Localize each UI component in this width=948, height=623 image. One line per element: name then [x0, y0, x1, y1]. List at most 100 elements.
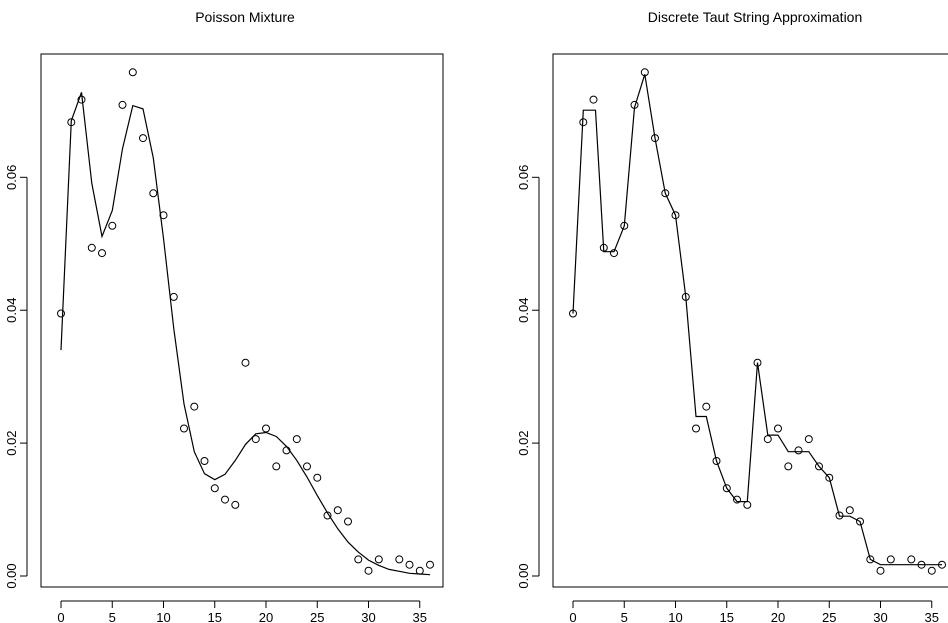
x-tick-label: 5	[109, 610, 116, 623]
series-points-group	[57, 68, 434, 575]
x-tick-label: 15	[208, 610, 222, 623]
data-point	[323, 511, 332, 520]
y-tick-label: 0.04	[4, 298, 19, 323]
data-point	[231, 500, 240, 509]
data-point	[292, 435, 301, 444]
data-point	[907, 555, 916, 564]
data-point	[886, 555, 895, 564]
data-point	[661, 189, 670, 198]
x-tick-label: 5	[621, 610, 628, 623]
x-tick-label: 20	[771, 610, 785, 623]
data-point	[241, 358, 250, 367]
series-line-group	[572, 74, 942, 566]
data-point	[77, 95, 86, 104]
data-point	[57, 309, 65, 318]
data-point	[169, 292, 178, 301]
y-axis: 0.00 0.02 0.04 0.06	[516, 165, 540, 589]
data-point	[692, 424, 700, 433]
data-point	[712, 457, 721, 465]
y-tick-label: 0.06	[4, 165, 19, 190]
x-tick-label: 15	[720, 610, 734, 623]
data-point	[640, 68, 649, 77]
panel-poisson-mixture: Poisson Mixture 0.00 0.02 0.04 0.06 0 5 10 15 2…	[4, 9, 444, 623]
data-point	[221, 495, 229, 504]
data-point	[333, 506, 342, 515]
data-point	[630, 100, 639, 109]
data-point	[395, 555, 404, 564]
data-point	[98, 249, 106, 258]
data-point	[876, 566, 885, 575]
data-point	[354, 555, 363, 564]
x-tick-label: 10	[156, 610, 170, 623]
y-tick-label: 0.04	[516, 298, 531, 323]
x-tick-label: 25	[822, 610, 836, 623]
data-point	[702, 402, 711, 411]
chart-title: Discrete Taut String Approximation	[648, 9, 863, 25]
y-axis: 0.00 0.02 0.04 0.06	[4, 165, 28, 589]
data-point	[743, 500, 752, 509]
plot-frame	[40, 53, 444, 588]
data-point	[251, 435, 260, 444]
chart-title: Poisson Mixture	[195, 9, 295, 25]
data-point	[620, 221, 629, 230]
data-point	[344, 517, 352, 526]
data-point	[753, 358, 762, 367]
x-tick-label: 0	[569, 610, 576, 623]
data-point	[87, 243, 96, 252]
data-point	[139, 134, 147, 143]
panel-taut-string: Discrete Taut String Approximation 0.000…	[516, 9, 948, 623]
data-point	[784, 462, 793, 471]
x-tick-label: 35	[925, 610, 939, 623]
data-point	[845, 506, 854, 515]
data-point	[804, 435, 813, 444]
data-point	[938, 560, 946, 569]
data-point	[313, 473, 322, 482]
data-point	[569, 309, 577, 318]
data-point	[118, 100, 127, 109]
x-tick-label: 20	[259, 610, 273, 623]
data-point	[67, 118, 76, 127]
data-point	[200, 457, 209, 465]
data-point	[374, 555, 383, 564]
data-point	[599, 243, 608, 252]
data-point	[856, 517, 864, 526]
x-tick-label: 30	[873, 610, 887, 623]
data-point	[415, 566, 424, 575]
data-point	[733, 495, 741, 504]
x-tick-label: 0	[57, 610, 64, 623]
data-point	[262, 424, 270, 433]
data-point	[681, 292, 690, 301]
y-tick-label: 0.06	[516, 165, 531, 190]
data-point	[794, 446, 803, 455]
series-line-group	[60, 92, 431, 576]
x-tick-label: 10	[668, 610, 682, 623]
x-tick-label: 25	[310, 610, 324, 623]
data-point	[610, 249, 618, 258]
data-point	[272, 462, 281, 471]
data-point	[763, 435, 772, 444]
plot-frame	[552, 53, 948, 588]
fitted-line	[572, 74, 942, 566]
data-point	[579, 118, 588, 127]
data-point	[866, 555, 875, 564]
y-tick-label: 0.00	[4, 563, 19, 588]
series-points-group	[569, 68, 946, 575]
data-point	[426, 560, 434, 569]
y-tick-label: 0.00	[516, 563, 531, 588]
data-point	[108, 221, 117, 230]
data-point	[825, 473, 834, 482]
data-point	[774, 424, 782, 433]
data-point	[180, 424, 188, 433]
data-point	[671, 211, 680, 220]
data-point	[917, 560, 926, 569]
data-point	[835, 511, 844, 520]
y-tick-label: 0.02	[516, 430, 531, 455]
data-point	[927, 566, 936, 575]
data-point	[210, 484, 219, 493]
x-tick-label: 35	[413, 610, 427, 623]
data-point	[589, 95, 598, 104]
data-point	[190, 402, 199, 411]
data-point	[159, 211, 168, 220]
x-axis: 0 5 10 15 20 25 30 35	[569, 600, 939, 623]
